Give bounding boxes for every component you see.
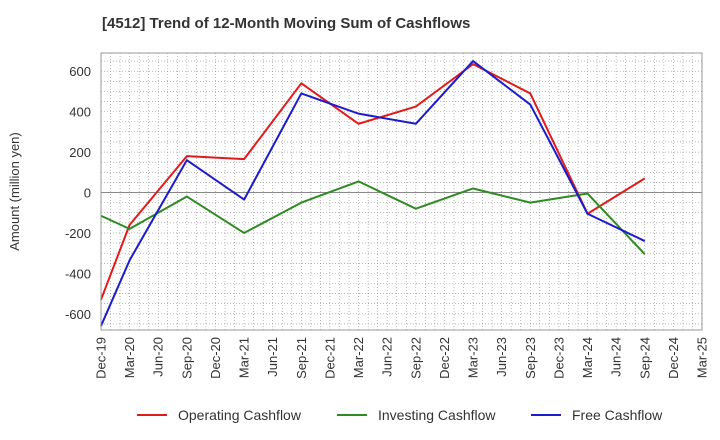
x-tick-label: Sep-24 bbox=[637, 337, 652, 379]
x-tick-label: Dec-23 bbox=[551, 337, 566, 379]
plot-frame bbox=[100, 52, 703, 331]
y-tick-label: 0 bbox=[84, 186, 91, 201]
series-lines bbox=[100, 60, 646, 327]
y-tick-label: 600 bbox=[69, 64, 91, 79]
series-line-free-cashflow bbox=[100, 60, 646, 327]
x-tick-label: Dec-21 bbox=[322, 337, 337, 379]
y-axis-label: Amount (million yen) bbox=[7, 132, 22, 251]
x-tick-label: Mar-25 bbox=[695, 337, 710, 378]
grid-lines bbox=[100, 53, 703, 330]
x-tick-label: Jun-22 bbox=[380, 337, 395, 377]
series-line-operating-cashflow bbox=[100, 63, 646, 301]
legend-label: Investing Cashflow bbox=[378, 407, 496, 423]
y-tick-label: -200 bbox=[65, 226, 91, 241]
x-tick-label: Sep-21 bbox=[294, 337, 309, 379]
y-tick-label: -400 bbox=[65, 266, 91, 281]
x-tick-labels: Dec-19 Mar-20 Jun-20 Sep-20 Dec-20 Mar-21 Jun-… bbox=[94, 337, 710, 379]
x-tick-label: Jun-21 bbox=[265, 337, 280, 377]
x-tick-label: Mar-24 bbox=[580, 337, 595, 378]
legend-label: Operating Cashflow bbox=[178, 407, 302, 423]
x-tick-label: Dec-20 bbox=[208, 337, 223, 379]
x-tick-label: Sep-22 bbox=[408, 337, 423, 379]
y-tick-labels: -600 -400 -200 0 200 400 600 bbox=[65, 64, 91, 322]
x-tick-label: Jun-20 bbox=[151, 337, 166, 377]
y-tick-label: 200 bbox=[69, 145, 91, 160]
x-tick-label: Jun-23 bbox=[494, 337, 509, 377]
x-tick-label: Sep-23 bbox=[523, 337, 538, 379]
legend-label: Free Cashflow bbox=[572, 407, 663, 423]
x-tick-label: Dec-24 bbox=[666, 337, 681, 379]
series-line-investing-cashflow bbox=[100, 180, 646, 255]
x-tick-label: Mar-21 bbox=[237, 337, 252, 378]
x-tick-label: Sep-20 bbox=[179, 337, 194, 379]
x-tick-label: Mar-20 bbox=[122, 337, 137, 378]
x-tick-label: Dec-19 bbox=[94, 337, 109, 379]
x-tick-label: Jun-24 bbox=[609, 337, 624, 377]
x-tick-label: Dec-22 bbox=[437, 337, 452, 379]
y-tick-label: -600 bbox=[65, 307, 91, 322]
x-tick-label: Mar-23 bbox=[466, 337, 481, 378]
y-tick-label: 400 bbox=[69, 105, 91, 120]
chart-title: [4512] Trend of 12-Month Moving Sum of C… bbox=[102, 15, 471, 32]
legend: Operating Cashflow Investing Cashflow Free… bbox=[137, 407, 663, 423]
x-tick-label: Mar-22 bbox=[351, 337, 366, 378]
